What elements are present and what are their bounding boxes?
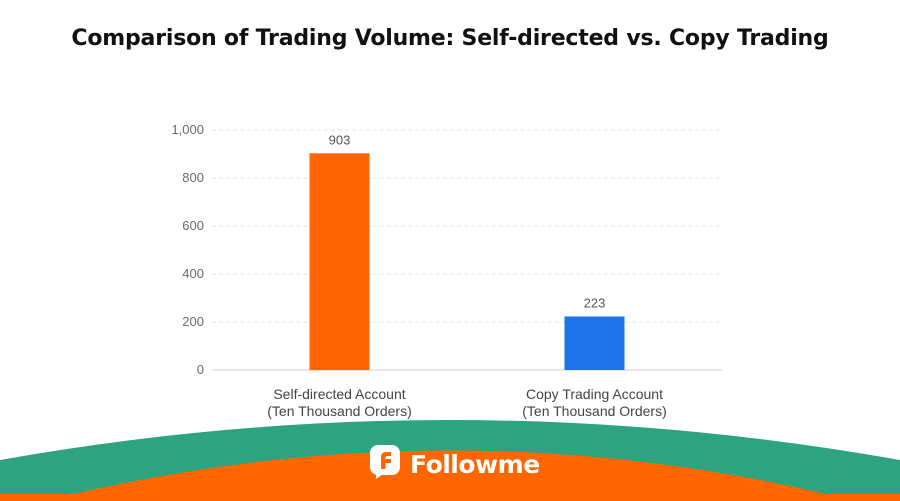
chart-title: Comparison of Trading Volume: Self-direc…: [71, 26, 829, 51]
bar: [564, 316, 625, 370]
x-tick-label: Self-directed Account: [273, 386, 405, 402]
chart-gridlines: [212, 129, 722, 371]
y-tick-label: 1,000: [171, 122, 204, 137]
data-label: 223: [584, 295, 606, 310]
x-axis: Self-directed Account(Ten Thousand Order…: [267, 386, 666, 419]
footer-orange-base: [0, 494, 900, 501]
x-tick-label: (Ten Thousand Orders): [267, 403, 411, 419]
y-tick-label: 800: [182, 170, 204, 185]
bar-chart: 0 200 400 600 800 1,000 903 223 Self-directed …: [171, 122, 722, 419]
x-tick-label: Copy Trading Account: [526, 386, 663, 402]
y-tick-label: 600: [182, 218, 204, 233]
footer-banner: [0, 420, 900, 501]
x-tick-label: (Ten Thousand Orders): [522, 403, 666, 419]
followme-logo-icon: [370, 444, 402, 484]
footer-brand: Followme: [370, 444, 540, 484]
y-tick-label: 400: [182, 266, 204, 281]
footer-orange-wave: [45, 450, 855, 501]
y-axis: 0 200 400 600 800 1,000: [171, 122, 204, 377]
y-tick-label: 200: [182, 314, 204, 329]
y-tick-label: 0: [197, 362, 204, 377]
chart-bars: 903 223: [309, 132, 625, 370]
brand-name: Followme: [410, 449, 540, 479]
data-label: 903: [329, 132, 351, 147]
bar: [309, 153, 370, 370]
